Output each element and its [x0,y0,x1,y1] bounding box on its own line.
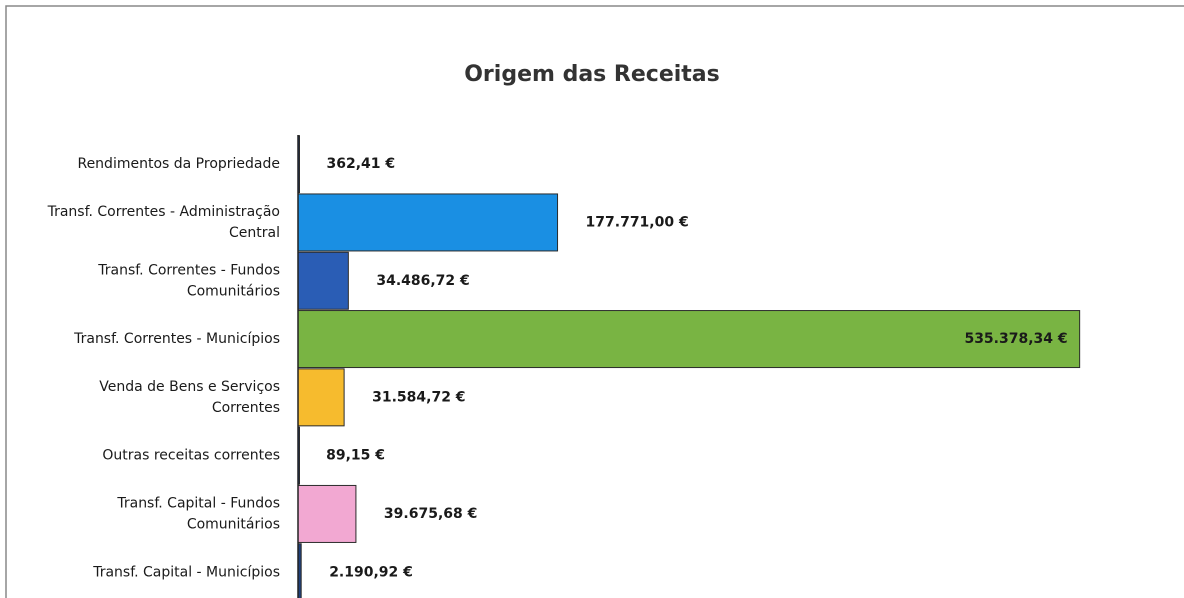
y-tick-label: Transf. Correntes - Municípios [73,331,280,347]
y-tick-label: Transf. Capital - Fundos Comunitários [116,495,280,532]
value-label: 34.486,72 € [376,273,469,289]
bar [297,193,559,252]
bar [297,251,349,310]
value-label: 31.584,72 € [372,389,465,405]
value-label: 362,41 € [327,156,396,172]
y-tick-label: Rendimentos da Propriedade [77,156,280,172]
bar [297,484,357,543]
value-label: 39.675,68 € [384,506,477,522]
y-tick-label: Venda de Bens e Serviços Correntes [99,379,280,416]
y-tick-label: Transf. Correntes - Fundos Comunitários [97,262,280,299]
value-label: 177.771,00 € [586,214,689,230]
y-tick-label: Outras receitas correntes [102,448,280,464]
bar [297,310,1081,369]
bar [297,368,345,427]
value-label: 535.378,34 € [964,331,1067,347]
y-tick-label: Transf. Correntes - Administração Central [47,204,280,241]
chart-title: Origem das Receitas [464,62,720,87]
value-label: 2.190,92 € [329,564,413,580]
chart-border [5,5,1184,598]
value-label: 89,15 € [326,448,385,464]
y-tick-label: Transf. Capital - Municípios [92,564,280,580]
